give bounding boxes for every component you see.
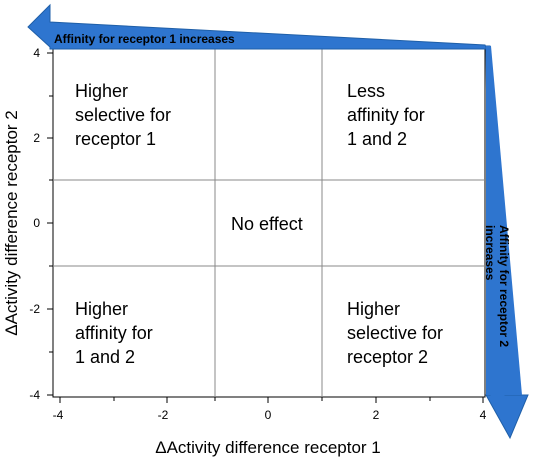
x-axis-label: ΔActivity difference receptor 1 — [155, 438, 381, 457]
x-axis-ticks — [59, 397, 484, 403]
x-tick-label: 4 — [480, 408, 487, 422]
y-tick-label: -2 — [29, 302, 40, 316]
y-axis-label: ΔActivity difference receptor 2 — [2, 110, 21, 336]
x-tick-label: -2 — [158, 408, 169, 422]
region-label-bottom-left: Higher affinity for 1 and 2 — [75, 299, 158, 367]
x-tick-label: 2 — [373, 408, 380, 422]
y-tick-label: 2 — [33, 131, 40, 145]
top-arrow-label: Affinity for receptor 1 increases — [54, 32, 235, 46]
y-tick-label: 4 — [33, 46, 40, 60]
region-label-bottom-right: Higher selective for receptor 2 — [347, 299, 448, 367]
right-arrow-label: Affinity for receptor 2 increases — [483, 225, 511, 350]
right-arrow-body — [486, 46, 522, 395]
x-tick-label: -4 — [53, 408, 64, 422]
x-tick-label: 0 — [265, 408, 272, 422]
y-axis-ticks — [47, 52, 53, 396]
y-tick-label: -4 — [29, 388, 40, 402]
y-tick-label: 0 — [33, 216, 40, 230]
region-label-center: No effect — [231, 214, 303, 234]
region-label-top-right: Less affinity for 1 and 2 — [347, 81, 430, 149]
region-label-top-left: Higher selective for receptor 1 — [75, 81, 176, 149]
